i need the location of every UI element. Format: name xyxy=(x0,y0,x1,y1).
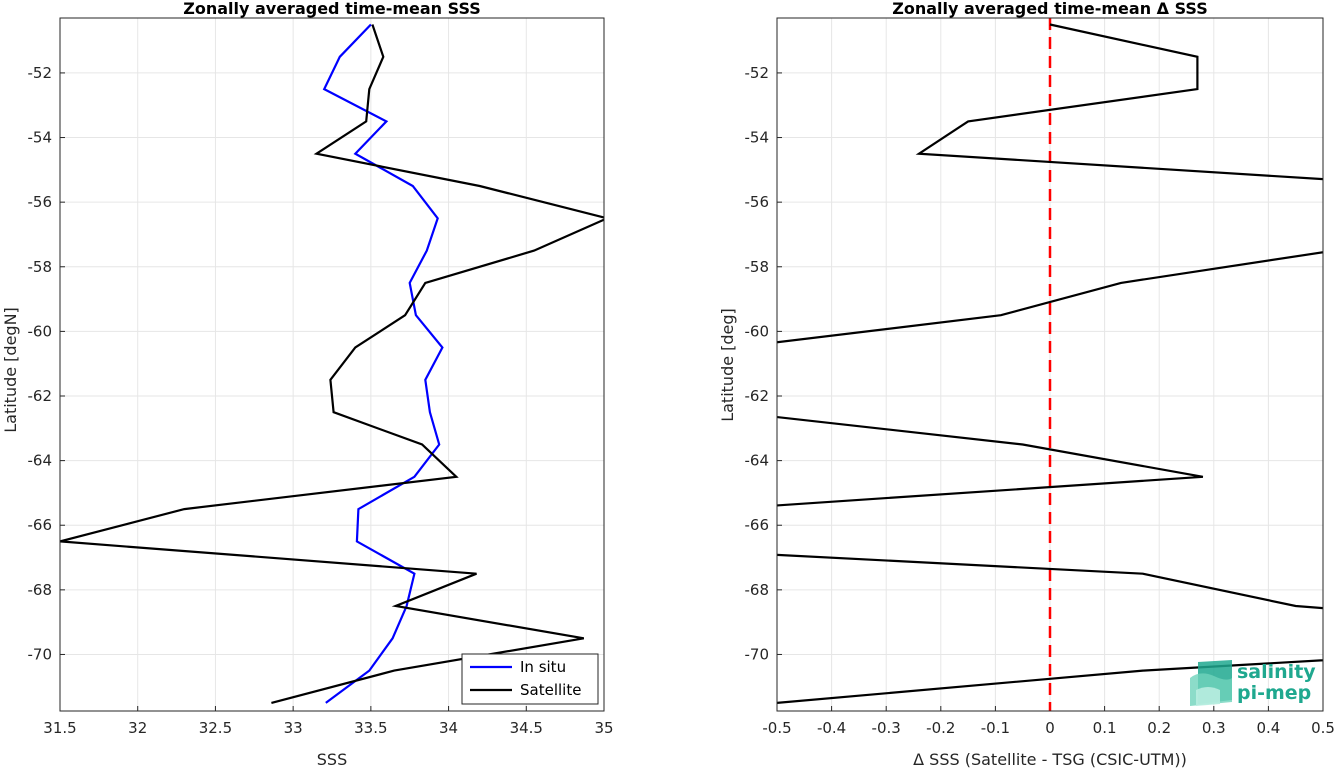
y-tick-label: -62 xyxy=(28,387,53,405)
x-tick-label: 0.5 xyxy=(1311,719,1335,737)
left-x-ticks: 31.5 32 32.5 33 33.5 34 34.5 35 xyxy=(43,706,614,737)
x-tick-label: 0 xyxy=(1045,719,1055,737)
x-tick-label: -0.3 xyxy=(872,719,901,737)
left-axes-frame xyxy=(59,17,605,712)
right-grid xyxy=(776,18,1324,711)
logo-text-line1: salinity xyxy=(1237,661,1316,683)
x-tick-label: 33 xyxy=(284,719,303,737)
legend-label-satellite: Satellite xyxy=(520,681,581,699)
y-tick-label: -52 xyxy=(28,64,53,82)
left-grid xyxy=(59,18,605,711)
y-tick-label: -54 xyxy=(28,129,53,147)
right-series-lines xyxy=(777,23,1323,704)
right-x-ticks: -0.5 -0.4 -0.3 -0.2 -0.1 0 0.1 0.2 0.3 0.4 0.5 xyxy=(762,706,1335,737)
right-y-ticks: -52 -54 -56 -58 -60 -62 -64 -66 -68 -70 xyxy=(745,64,782,663)
x-tick-label: 34 xyxy=(439,719,458,737)
x-tick-label: 0.2 xyxy=(1147,719,1171,737)
x-tick-label: 35 xyxy=(594,719,613,737)
y-tick-label: -64 xyxy=(745,452,770,470)
right-axes-frame xyxy=(776,17,1324,712)
y-tick-label: -60 xyxy=(745,322,770,340)
x-tick-label: -0.2 xyxy=(926,719,955,737)
x-tick-label: 0.3 xyxy=(1202,719,1226,737)
y-tick-label: -68 xyxy=(28,581,53,599)
y-tick-label: -56 xyxy=(28,193,53,211)
series-line-satellite xyxy=(60,24,604,704)
y-tick-label: -70 xyxy=(745,645,770,663)
left-title: Zonally averaged time-mean SSS xyxy=(183,0,481,18)
series-line-delta-sss xyxy=(777,23,1323,704)
y-tick-label: -70 xyxy=(28,645,53,663)
x-tick-label: 31.5 xyxy=(43,719,76,737)
right-panel: Zonally averaged time-mean Δ SSS -0.5 -0.… xyxy=(718,0,1335,769)
left-x-axis-label: SSS xyxy=(317,750,347,769)
x-tick-label: -0.5 xyxy=(762,719,791,737)
x-tick-label: 0.1 xyxy=(1093,719,1117,737)
x-tick-label: 34.5 xyxy=(510,719,543,737)
x-tick-label: 32.5 xyxy=(199,719,232,737)
left-y-axis-label: Latitude [degN] xyxy=(1,307,20,433)
left-series-lines xyxy=(60,23,604,704)
right-x-axis-label: Δ SSS (Satellite - TSG (CSIC-UTM)) xyxy=(913,750,1187,769)
salinity-pi-mep-logo: salinity pi-mep xyxy=(1190,660,1316,706)
y-tick-label: -66 xyxy=(28,516,53,534)
x-tick-label: 0.4 xyxy=(1256,719,1280,737)
y-tick-label: -54 xyxy=(745,129,770,147)
y-tick-label: -56 xyxy=(745,193,770,211)
right-y-axis-label: Latitude [deg] xyxy=(718,308,737,422)
legend-box xyxy=(461,653,599,705)
y-tick-label: -66 xyxy=(745,516,770,534)
logo-text-line2: pi-mep xyxy=(1237,682,1311,704)
x-tick-label: 33.5 xyxy=(354,719,387,737)
y-tick-label: -58 xyxy=(28,258,53,276)
right-title: Zonally averaged time-mean Δ SSS xyxy=(892,0,1208,18)
x-tick-label: -0.1 xyxy=(981,719,1010,737)
waves-logo-icon xyxy=(1190,660,1232,706)
y-tick-label: -68 xyxy=(745,581,770,599)
y-tick-label: -58 xyxy=(745,258,770,276)
left-y-ticks: -52 -54 -56 -58 -60 -62 -64 -66 -68 -70 xyxy=(28,64,65,663)
legend: In situ Satellite xyxy=(461,653,599,705)
x-tick-label: 32 xyxy=(128,719,147,737)
y-tick-label: -60 xyxy=(28,322,53,340)
x-tick-label: -0.4 xyxy=(817,719,846,737)
y-tick-label: -62 xyxy=(745,387,770,405)
left-panel: Zonally averaged time-mean SSS 31.5 32 32.… xyxy=(1,0,614,769)
legend-label-in-situ: In situ xyxy=(520,658,566,676)
series-line-in-situ xyxy=(322,23,444,704)
y-tick-label: -52 xyxy=(745,64,770,82)
y-tick-label: -64 xyxy=(28,452,53,470)
